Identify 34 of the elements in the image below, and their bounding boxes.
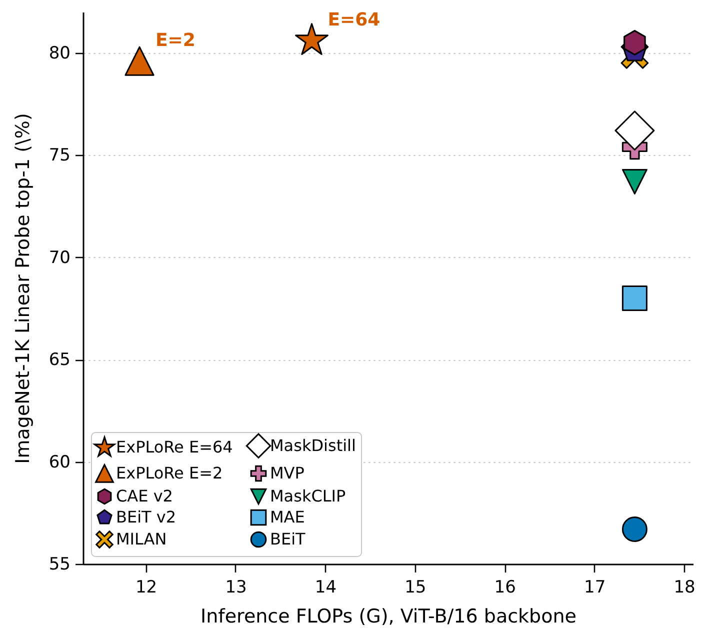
y-tick-label: 65 bbox=[48, 350, 70, 370]
annotation: E=64 bbox=[328, 10, 380, 31]
legend-label: ExPLoRe E=2 bbox=[116, 464, 223, 482]
x-tick-label: 15 bbox=[404, 578, 426, 598]
point bbox=[295, 23, 328, 55]
legend-label: BEiT bbox=[270, 530, 306, 548]
x-tick-label: 17 bbox=[584, 578, 606, 598]
x-tick-label: 12 bbox=[135, 578, 158, 598]
legend-label: ExPLoRe E=64 bbox=[116, 438, 233, 457]
legend-label: MILAN bbox=[116, 530, 167, 548]
legend-label: BEiT v2 bbox=[116, 508, 176, 526]
x-axis-title: Inference FLOPs (G), ViT-B/16 backbone bbox=[200, 606, 576, 628]
x-tick-label: 14 bbox=[314, 578, 337, 598]
y-tick-label: 60 bbox=[48, 452, 70, 472]
y-tick-label: 70 bbox=[48, 248, 70, 268]
x-tick-label: 16 bbox=[494, 578, 516, 598]
y-tick-label: 80 bbox=[48, 43, 70, 64]
x-tick-label: 18 bbox=[674, 578, 696, 598]
y-tick-label: 55 bbox=[48, 554, 70, 574]
legend-label: MAE bbox=[270, 508, 305, 526]
y-axis-title: ImageNet-1K Linear Probe top-1 (\%) bbox=[12, 113, 34, 464]
legend-label: MaskDistill bbox=[270, 436, 356, 455]
legend-label: MaskCLIP bbox=[270, 486, 346, 506]
point bbox=[622, 168, 648, 194]
legend-label: MVP bbox=[270, 464, 305, 482]
point bbox=[614, 110, 655, 151]
point bbox=[124, 46, 154, 76]
y-tick-label: 75 bbox=[48, 146, 70, 166]
point bbox=[624, 30, 646, 56]
point bbox=[622, 516, 648, 542]
point bbox=[622, 285, 648, 311]
x-tick-label: 13 bbox=[225, 578, 247, 598]
legend-label: CAE v2 bbox=[116, 486, 173, 506]
annotation: E=2 bbox=[156, 30, 196, 52]
